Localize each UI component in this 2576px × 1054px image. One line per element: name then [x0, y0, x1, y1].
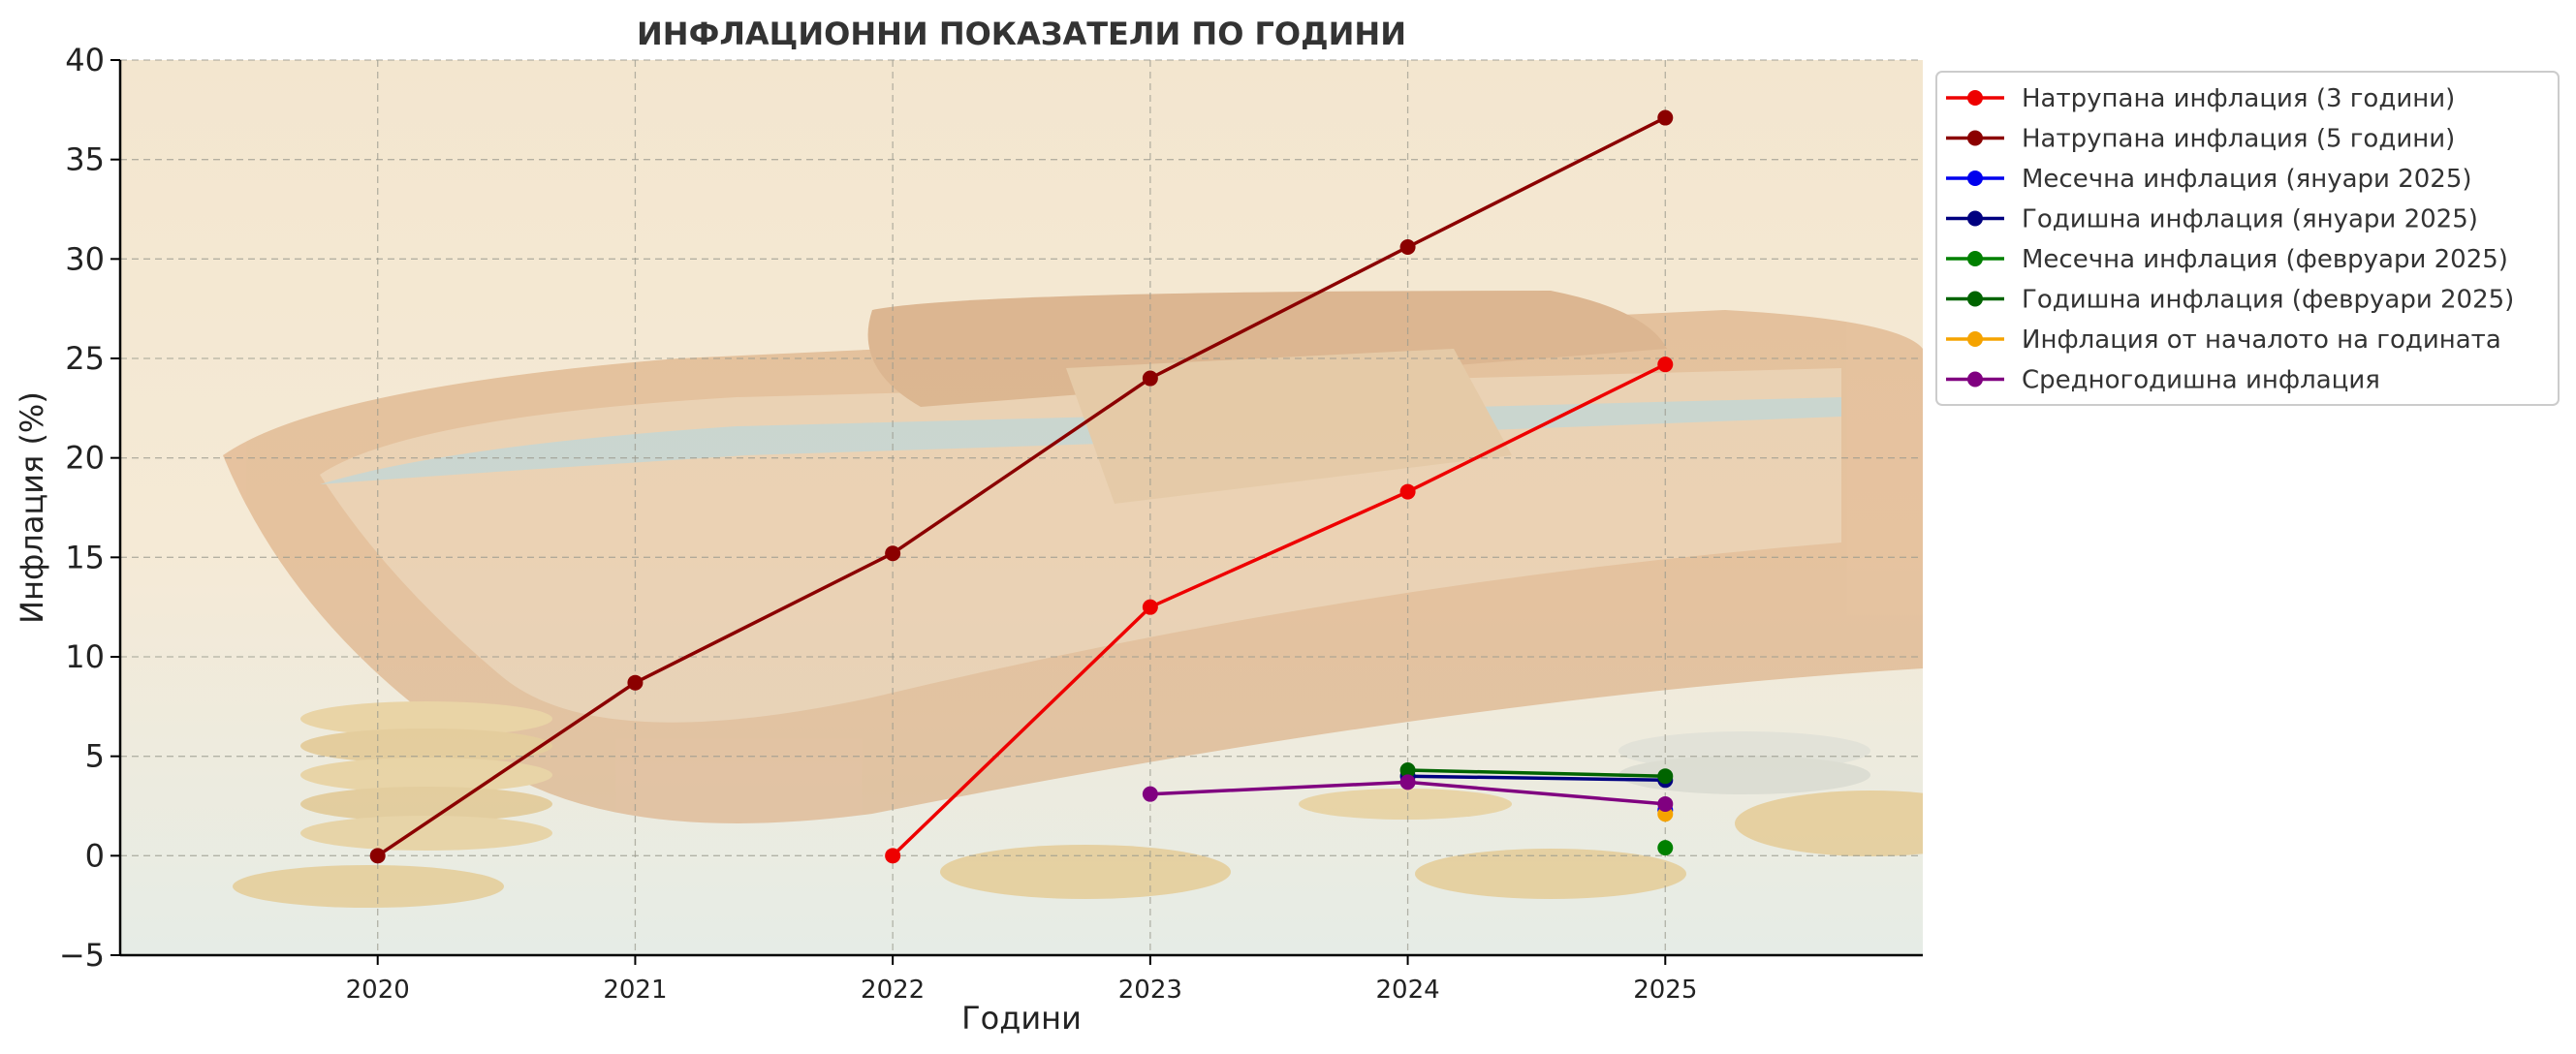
y-tick-label: 0 — [85, 837, 105, 874]
data-point — [1142, 786, 1158, 802]
series-line — [1407, 774, 1666, 783]
series-line — [891, 362, 1667, 857]
x-tick-label: 2020 — [346, 976, 410, 1005]
legend-label: Месечна инфлация (февруари 2025) — [2022, 245, 2508, 274]
data-point — [1399, 483, 1416, 500]
chart-title: ИНФЛАЦИОННИ ПОКАЗАТЕЛИ ПО ГОДИНИ — [637, 16, 1406, 52]
data-point — [1399, 774, 1416, 790]
legend-item: Натрупана инфлация (3 години) — [1946, 84, 2455, 113]
y-tick-label: 20 — [65, 440, 105, 477]
data-point — [1657, 109, 1674, 126]
data-point — [885, 545, 901, 562]
legend-swatch-marker — [1967, 210, 1983, 227]
x-tick-label: 2024 — [1375, 976, 1439, 1005]
legend-label: Годишна инфлация (януари 2025) — [2022, 205, 2478, 234]
legend-item: Годишна инфлация (януари 2025) — [1946, 205, 2478, 234]
data-point — [885, 848, 901, 864]
legend-swatch-marker — [1967, 291, 1983, 307]
wallet-background-image — [120, 60, 1923, 955]
legend-label: Инфлация от началото на годината — [2022, 326, 2501, 355]
data-point — [1142, 370, 1158, 387]
legend-label: Месечна инфлация (януари 2025) — [2022, 165, 2472, 194]
series-7 — [1142, 774, 1674, 812]
series-1 — [369, 109, 1674, 864]
series-line — [1407, 768, 1666, 778]
legend-swatch-marker — [1967, 170, 1983, 186]
x-axis-label: Години — [961, 1000, 1082, 1037]
legend-item: Месечна инфлация (февруари 2025) — [1946, 245, 2508, 274]
series-layer — [369, 109, 1674, 864]
legend: Натрупана инфлация (3 години) Натрупана и… — [1935, 71, 2560, 406]
y-tick-label: 25 — [65, 340, 105, 377]
legend-label: Годишна инфлация (февруари 2025) — [2022, 286, 2514, 315]
legend-label: Средногодишна инфлация — [2022, 366, 2380, 395]
y-axis-label: Инфлация (%) — [14, 391, 50, 624]
data-point — [1399, 239, 1416, 256]
x-tick-label: 2021 — [603, 976, 667, 1005]
legend-item: Месечна инфлация (януари 2025) — [1946, 165, 2472, 194]
legend-item: Натрупана инфлация (5 години) — [1946, 125, 2455, 154]
y-tick-label: 15 — [65, 539, 105, 575]
legend-swatch-marker — [1967, 371, 1983, 388]
legend-item: Средногодишна инфлация — [1946, 366, 2380, 395]
y-axis-ticks: −5 0 5 10 15 20 25 30 35 40 — [59, 42, 120, 974]
x-axis-ticks: 2020 2021 2022 2023 2024 2025 — [346, 955, 1697, 1005]
data-point — [1142, 599, 1158, 615]
y-tick-label: −5 — [59, 937, 105, 974]
y-tick-label: 35 — [65, 141, 105, 178]
y-tick-label: 10 — [65, 638, 105, 675]
legend-item: Годишна инфлация (февруари 2025) — [1946, 286, 2514, 315]
y-tick-label: 40 — [65, 42, 105, 78]
x-tick-label: 2022 — [861, 976, 925, 1005]
series-4 — [1657, 840, 1674, 856]
data-point — [1657, 356, 1674, 373]
y-tick-label: 5 — [85, 738, 105, 775]
legend-swatch-marker — [1967, 331, 1983, 347]
legend-label: Натрупана инфлация (3 години) — [2022, 84, 2455, 113]
data-point — [1657, 840, 1674, 856]
data-point — [1399, 762, 1416, 779]
series-0 — [885, 356, 1674, 864]
data-point — [1657, 795, 1674, 812]
x-tick-label: 2025 — [1633, 976, 1697, 1005]
data-point — [627, 674, 644, 691]
y-tick-label: 30 — [65, 240, 105, 277]
legend-label: Натрупана инфлация (5 години) — [2022, 125, 2455, 154]
legend-item: Инфлация от началото на годината — [1946, 326, 2501, 355]
data-point — [1657, 768, 1674, 785]
data-point — [369, 848, 386, 864]
legend-box — [1935, 71, 2560, 406]
series-line — [376, 115, 1667, 857]
series-5 — [1399, 762, 1674, 785]
legend-swatch-marker — [1967, 90, 1983, 106]
legend-swatch-marker — [1967, 251, 1983, 266]
x-tick-label: 2023 — [1118, 976, 1182, 1005]
legend-swatch-marker — [1967, 130, 1983, 146]
